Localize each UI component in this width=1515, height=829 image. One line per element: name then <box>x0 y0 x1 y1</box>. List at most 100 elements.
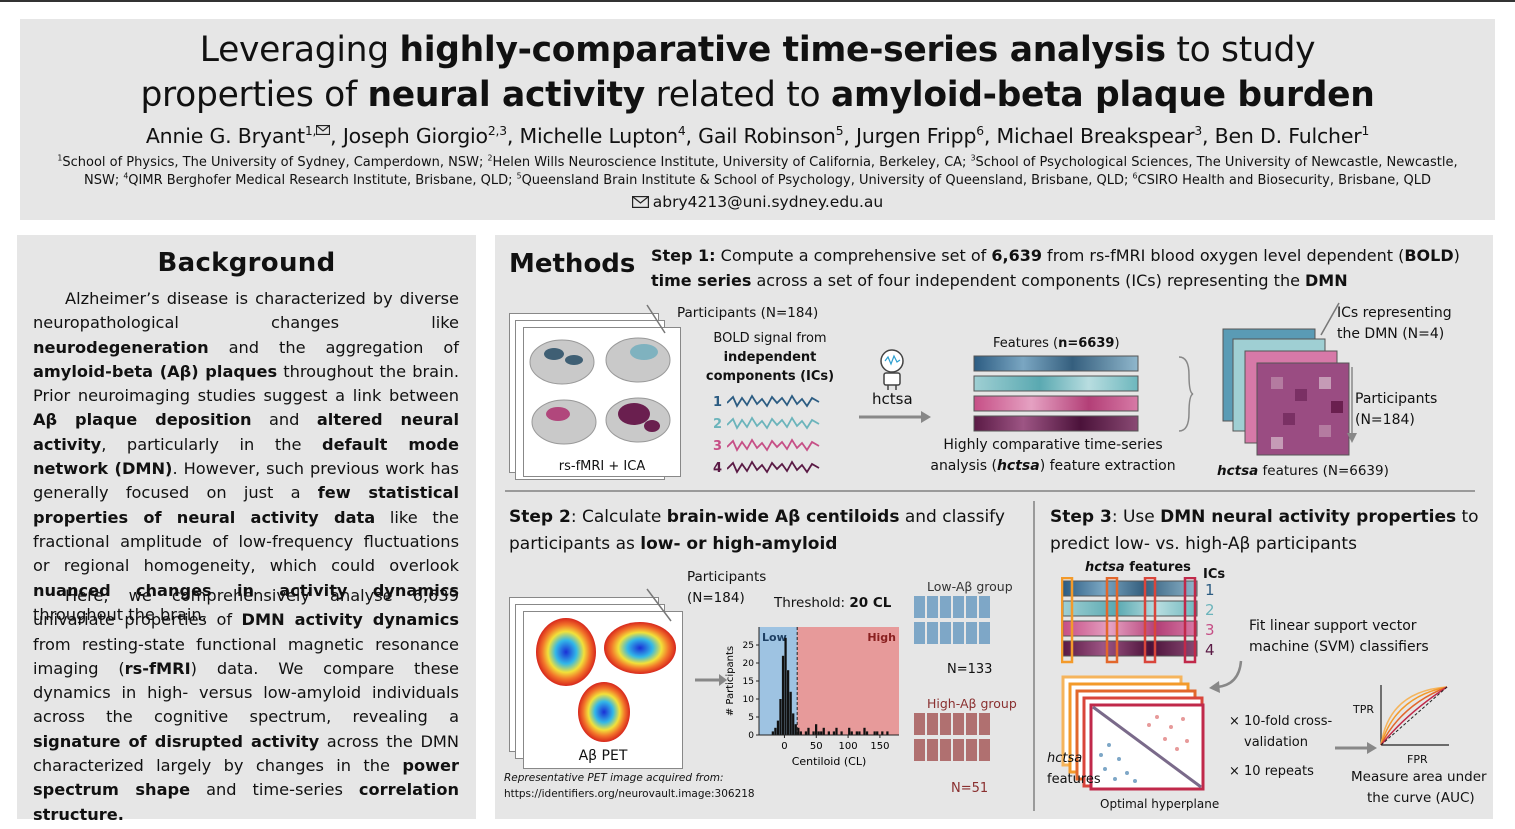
step3-features-left: features <box>1047 772 1101 787</box>
author-name: Jurgen Fripp <box>855 124 977 148</box>
text-run: and classify participants as <box>509 507 1005 554</box>
step-divider-vertical <box>1033 501 1035 811</box>
rs-fmri-label: rs-fMRI + ICA <box>558 459 646 474</box>
person-icon <box>953 713 964 735</box>
person-icon <box>966 622 977 644</box>
fit-svm-line1: Fit linear support vector <box>1249 618 1417 634</box>
histogram-bar <box>865 731 869 735</box>
participants-axis-arrow <box>1347 367 1357 443</box>
title-line-1: Leveraging highly-comparative time-serie… <box>199 30 1316 70</box>
tpr-label: TPR <box>1353 703 1374 716</box>
step1-description: Step 1: Compute a comprehensive set of 6… <box>651 244 1486 293</box>
hctsa-features-caption: hctsa features (N=6639) <box>1217 463 1389 479</box>
affiliations-line-2: NSW; 4QIMR Berghofer Medical Research In… <box>20 172 1495 190</box>
text-run: from resting-state functional magnetic r… <box>33 634 459 678</box>
person-icon <box>940 739 951 761</box>
step3-ic-2: 2 <box>1205 601 1215 619</box>
rs-fmri-card: rs-fMRI + ICA <box>523 327 681 477</box>
author-name: Gail Robinson <box>698 124 836 148</box>
histogram-bar <box>863 727 866 735</box>
text-run: throughout the brain. Prior neuroimaging… <box>33 361 459 406</box>
bold-phrase: DMN neural activity properties <box>1160 507 1457 527</box>
high-group-n: N=51 <box>951 781 989 796</box>
bold-phrase: rs-fMRI <box>124 658 191 678</box>
bold-phrase: Step 3 <box>1050 507 1112 527</box>
methods-heading: Methods <box>509 249 636 279</box>
histogram-bar <box>771 731 774 735</box>
cv-line1: × 10-fold cross- <box>1229 714 1333 729</box>
x-tick-label: 150 <box>870 741 889 752</box>
high-region-label: High <box>867 631 896 644</box>
affiliation-index: 6 <box>1132 171 1138 181</box>
affiliation-text: QIMR Berghofer Medical Research Institut… <box>128 173 517 188</box>
histogram-bar <box>822 727 825 735</box>
mail-icon <box>631 196 649 208</box>
repeats-label: × 10 repeats <box>1229 764 1314 779</box>
histogram-bar <box>789 691 792 735</box>
affiliation-text: School of Physics, The University of Syd… <box>62 155 488 170</box>
bold-phrase: DMN activity dynamics <box>241 610 460 630</box>
step3-ic-1: 1 <box>1205 581 1215 599</box>
person-icon <box>979 596 990 618</box>
histogram-bar <box>804 731 808 735</box>
histogram-bar <box>797 727 800 735</box>
bold-phrase: Step 1: <box>651 246 716 265</box>
person-icon <box>979 622 990 644</box>
participants-right-line2: (N=184) <box>1355 412 1415 428</box>
histogram-bar <box>820 731 823 735</box>
fit-svm-line2: machine (SVM) classifiers <box>1249 639 1429 655</box>
text-run: across the DMN characterized largely by … <box>33 731 459 776</box>
participants-right-line1: Participants <box>1355 391 1438 407</box>
bold-signal-line1: BOLD signal from <box>713 331 827 346</box>
histogram-bar <box>807 727 810 735</box>
ics-bracket <box>1320 302 1340 336</box>
text-run: Compute a comprehensive set of <box>715 246 992 265</box>
high-region <box>797 627 899 735</box>
x-tick-label: 50 <box>810 741 823 752</box>
high-group-people <box>913 713 1003 765</box>
contact-email[interactable]: abry4213@uni.sydney.edu.au <box>631 193 884 211</box>
extraction-line1: Highly comparative time-series <box>943 437 1163 453</box>
person-icon <box>953 739 964 761</box>
histogram-bar <box>876 731 879 735</box>
person-icon <box>914 739 925 761</box>
top-rule <box>0 0 1515 2</box>
affiliation-index: 1 <box>57 153 63 163</box>
bold-phrase: correlation structure. <box>33 780 459 824</box>
bold-phrase: nuanced changes in activity dynamics <box>33 580 459 600</box>
affiliation-index: 4 <box>123 171 129 181</box>
background-panel: Background Alzheimer’s disease is charac… <box>17 235 476 824</box>
affiliation-text: Helen Wills Neuroscience Institute, Univ… <box>492 155 971 170</box>
affiliations-line-1: 1School of Physics, The University of Sy… <box>20 154 1495 172</box>
person-icon <box>966 596 977 618</box>
affiliation-index: 5 <box>516 171 522 181</box>
y-tick-label: 20 <box>743 659 755 669</box>
y-tick-label: 25 <box>743 641 754 651</box>
poster-header: Leveraging highly-comparative time-serie… <box>20 19 1495 220</box>
low-group-people <box>913 596 1003 648</box>
features-label: Features (n=6639) <box>993 336 1120 351</box>
author-affiliation-index: 4 <box>677 124 686 139</box>
bold-phrase: altered neural activity <box>33 410 459 454</box>
low-region-label: Low <box>762 631 787 644</box>
affiliation-text: CSIRO Health and Biosecurity, Brisbane, … <box>1137 173 1431 188</box>
hctsa-robot-icon <box>880 349 904 390</box>
ic-number-4: 4 <box>713 461 723 476</box>
histogram-bar <box>774 727 777 735</box>
feature-brace <box>1178 356 1194 432</box>
extraction-line2: analysis (hctsa) feature extraction <box>930 458 1176 474</box>
affiliation-text: NSW; <box>83 173 124 188</box>
email-text[interactable]: abry4213@uni.sydney.edu.au <box>652 193 884 211</box>
ic-number-2: 2 <box>713 417 723 432</box>
pet-brain-images <box>536 618 676 742</box>
y-tick-label: 15 <box>743 677 754 687</box>
author-affiliation-index: 1 <box>1361 124 1370 139</box>
background-paragraph-2: Here, we comprehensively analyse 6,639 u… <box>33 584 459 827</box>
histogram-bar <box>850 731 853 735</box>
step3-hctsa-features-label: hctsa features <box>1085 560 1191 575</box>
affiliation-index: 3 <box>970 153 976 163</box>
histogram-bar <box>779 699 782 735</box>
person-icon <box>979 713 990 735</box>
text-run: . However, such previous work has genera… <box>33 459 459 503</box>
pet-source-line2[interactable]: https://identifiers.org/neurovault.image… <box>504 788 755 800</box>
